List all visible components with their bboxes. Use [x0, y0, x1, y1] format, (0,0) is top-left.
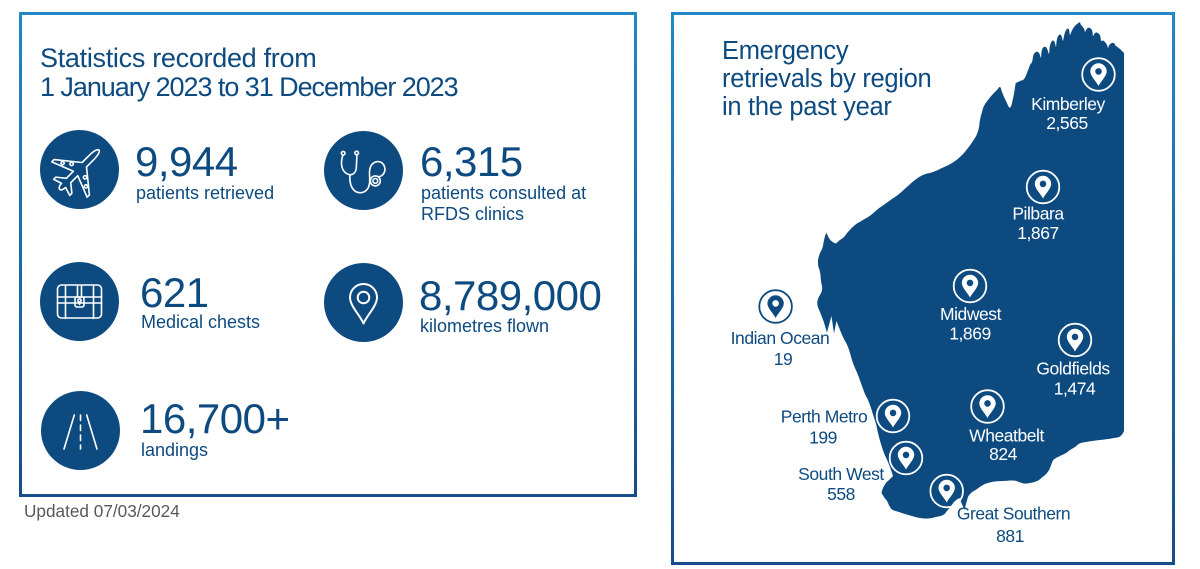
svg-text:19: 19 [774, 349, 793, 369]
svg-text:Perth Metro: Perth Metro [781, 407, 867, 427]
svg-text:2,565: 2,565 [1046, 113, 1088, 133]
svg-text:558: 558 [827, 484, 855, 504]
svg-text:Pilbara: Pilbara [1012, 204, 1064, 224]
svg-text:824: 824 [989, 444, 1018, 464]
svg-text:Goldfields: Goldfields [1036, 359, 1110, 379]
svg-text:1,867: 1,867 [1017, 223, 1059, 243]
svg-text:1,474: 1,474 [1054, 379, 1096, 399]
svg-text:Indian Ocean: Indian Ocean [731, 328, 830, 348]
svg-text:199: 199 [809, 428, 837, 448]
svg-text:881: 881 [996, 526, 1024, 546]
svg-text:Kimberley: Kimberley [1031, 94, 1105, 114]
svg-text:1,869: 1,869 [949, 324, 991, 344]
svg-text:South West: South West [798, 464, 884, 484]
svg-text:Midwest: Midwest [940, 304, 1002, 324]
svg-text:Great Southern: Great Southern [957, 504, 1070, 524]
svg-text:Wheatbelt: Wheatbelt [969, 426, 1044, 446]
